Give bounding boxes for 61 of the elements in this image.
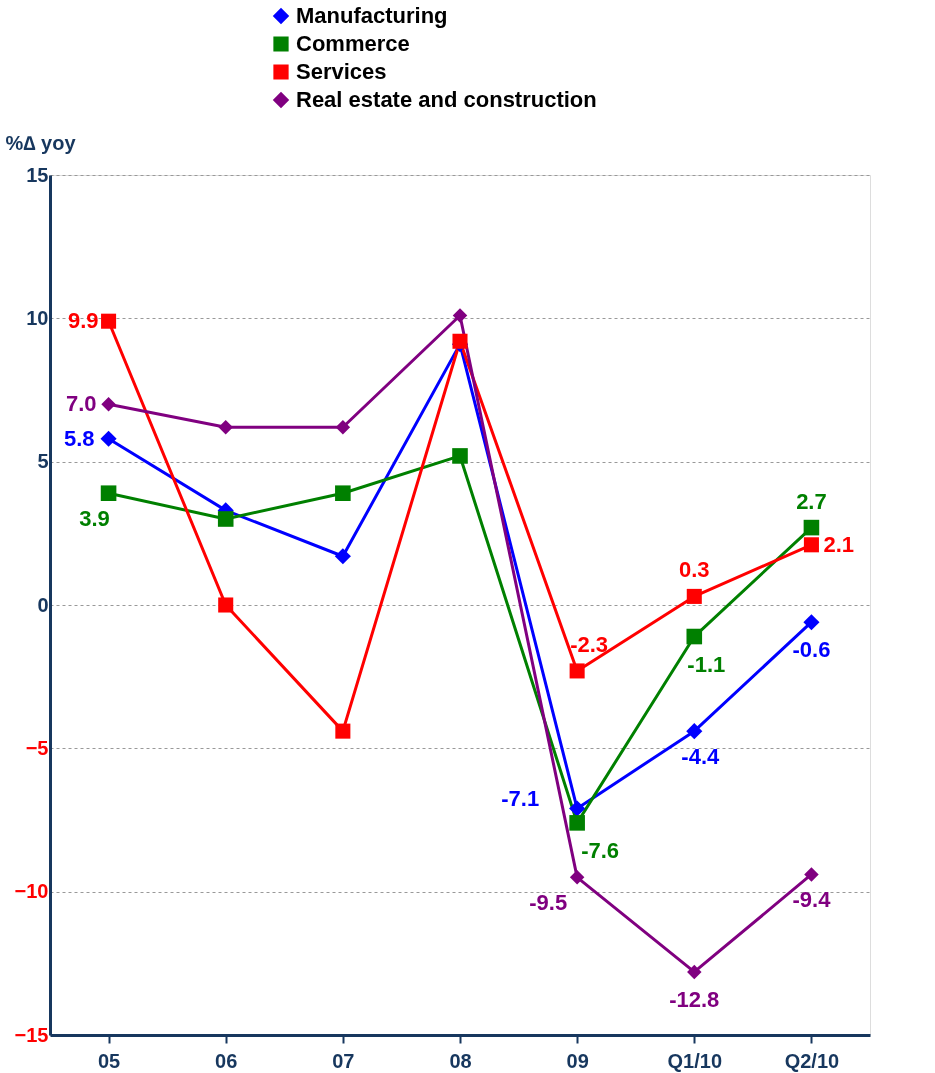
point [335, 485, 351, 501]
data-label: -4.4 [681, 744, 720, 770]
legend-label: Commerce [296, 31, 410, 56]
point [686, 588, 702, 604]
point [569, 663, 585, 679]
point [452, 333, 468, 349]
x-tick-label: 05 [97, 1049, 121, 1072]
point [569, 870, 585, 885]
data-label: 7.0 [65, 391, 97, 417]
data-label: -0.6 [792, 637, 831, 663]
point [218, 597, 234, 613]
point [335, 723, 351, 739]
point [686, 628, 703, 645]
legend-label: Services [296, 59, 387, 84]
data-label: 5.8 [63, 425, 95, 451]
legend-label: Real estate and construction [296, 87, 597, 112]
data-label: -9.5 [529, 890, 568, 916]
y-tick-label: 10 [26, 306, 49, 329]
data-label: 0.3 [678, 557, 710, 583]
data-label: 9.9 [67, 308, 99, 334]
data-label: -2.3 [570, 631, 609, 657]
point [217, 511, 234, 527]
y-tick-label: −10 [14, 880, 49, 903]
point [100, 430, 117, 447]
data-label: 2.1 [823, 531, 855, 557]
x-tick-label: Q2/10 [784, 1049, 840, 1072]
x-tick-label: 06 [215, 1049, 238, 1072]
point [803, 614, 820, 631]
point [686, 723, 703, 740]
point [452, 308, 468, 323]
point [452, 448, 468, 464]
y-tick-label: −15 [14, 1023, 49, 1046]
x-tick-label: 08 [449, 1049, 472, 1072]
data-label: -12.8 [669, 986, 720, 1012]
point [804, 867, 819, 882]
data-label: 2.7 [796, 488, 827, 514]
point [335, 420, 351, 435]
point [569, 815, 585, 831]
data-label: -9.4 [792, 887, 832, 913]
point [101, 397, 116, 412]
y-tick-label: 15 [26, 163, 49, 186]
y-tick-label: 5 [37, 450, 49, 473]
point [334, 548, 351, 565]
point [687, 964, 702, 980]
data-label: -7.1 [501, 785, 540, 811]
data-label: -7.6 [581, 837, 620, 863]
x-tick-label: Q1/10 [667, 1049, 723, 1072]
data-label: 3.9 [79, 506, 110, 532]
y-tick-label: 0 [37, 593, 49, 616]
point [803, 537, 819, 553]
point [803, 519, 820, 536]
legend-label: Manufacturing [296, 3, 448, 28]
point [569, 800, 586, 817]
point [101, 313, 117, 329]
data-label: -1.1 [687, 651, 726, 677]
x-tick-label: 09 [566, 1049, 589, 1072]
point [100, 485, 117, 501]
y-tick-label: −5 [25, 736, 49, 759]
y-axis-title: %∆ yoy [5, 131, 77, 154]
x-tick-label: 07 [332, 1049, 355, 1072]
point [218, 420, 233, 435]
